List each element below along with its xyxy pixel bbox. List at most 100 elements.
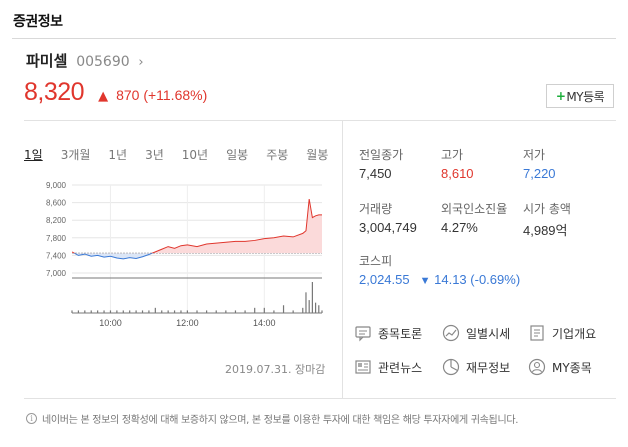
volume-bar [180, 310, 182, 313]
link-company-overview[interactable]: 기업개요 [527, 323, 596, 343]
volume-bar [161, 310, 163, 313]
price-change: 870 (+11.68%) [116, 87, 207, 103]
stat-label: 거래량 [359, 202, 393, 216]
panel-top-divider [24, 120, 616, 121]
chart-period-tabs: 1일 3개월 1년 3년 10년 일봉 주봉 월봉 [24, 146, 328, 163]
volume-bar [77, 310, 80, 313]
volume-bar [254, 307, 256, 313]
volume-bar [167, 310, 169, 313]
disclaimer-text: 네이버는 본 정보의 정확성에 대해 보증하지 않으며, 본 정보를 이용한 투… [42, 415, 519, 426]
volume-bar [305, 292, 307, 313]
stat-volume: 거래량 3,004,749 [359, 200, 417, 235]
tab-3y[interactable]: 3년 [145, 148, 164, 162]
link-my-stocks[interactable]: MY종목 [527, 357, 592, 377]
volume-bar [173, 310, 176, 313]
top-divider [12, 38, 616, 39]
tab-daily[interactable]: 일봉 [226, 148, 249, 162]
pie-icon [441, 357, 461, 377]
stat-prev-close: 전일종가 7,450 [359, 146, 403, 181]
stat-label: 외국인소진율 [441, 202, 508, 216]
stock-header[interactable]: 파미셀 005690 › [26, 50, 144, 71]
stat-label: 저가 [523, 148, 546, 162]
stat-value: 4.27% [441, 220, 478, 235]
stat-market-cap: 시가 총액 4,989억 [523, 200, 571, 239]
volume-bar [225, 310, 227, 313]
volume-bar [206, 310, 208, 313]
volume-bar [308, 300, 310, 313]
stat-foreign-ratio: 외국인소진율 4.27% [441, 200, 507, 235]
volume-bar [148, 310, 150, 313]
y-tick-label: 8,600 [46, 199, 67, 208]
tab-3m[interactable]: 3개월 [60, 148, 91, 162]
chart-icon [441, 323, 461, 343]
chevron-right-icon[interactable]: › [138, 55, 144, 70]
down-triangle-icon: ▼ [419, 275, 431, 287]
link-label: 기업개요 [552, 326, 597, 341]
volume-bar [109, 310, 112, 313]
area-above-reference [72, 199, 322, 254]
tab-10y[interactable]: 10년 [181, 148, 209, 162]
stock-name[interactable]: 파미셀 [26, 52, 68, 70]
link-daily-quotes[interactable]: 일별시세 [441, 323, 510, 343]
volume-bar [84, 310, 86, 313]
stock-code[interactable]: 005690 [76, 54, 130, 70]
news-icon [353, 357, 373, 377]
volume-bar [196, 310, 198, 313]
change-value: 870 [116, 87, 140, 103]
volume-bar [244, 310, 246, 313]
volume-bar [292, 310, 294, 313]
link-label: 종목토론 [378, 326, 423, 341]
kospi-change: 14.13 [434, 272, 467, 287]
stat-label: 시가 총액 [523, 202, 571, 216]
volume-bar [311, 282, 313, 313]
change-percent: (+11.68%) [143, 87, 208, 103]
plus-icon: + [555, 89, 566, 103]
link-financials[interactable]: 재무정보 [441, 357, 510, 377]
tab-weekly[interactable]: 주봉 [266, 148, 289, 162]
volume-bar [122, 310, 124, 313]
y-tick-label: 8,200 [46, 216, 67, 225]
y-tick-label: 9,000 [46, 181, 67, 190]
stat-value: 7,450 [359, 166, 392, 181]
panel-bottom-divider [24, 398, 616, 399]
volume-bar [282, 305, 285, 313]
link-discussion[interactable]: 종목토론 [353, 323, 422, 343]
volume-bar [186, 310, 188, 313]
stat-label: 코스피 [359, 254, 393, 268]
volume-bar [321, 310, 323, 313]
link-label: MY종목 [552, 360, 592, 375]
stat-label: 전일종가 [359, 148, 404, 162]
tab-1y[interactable]: 1년 [108, 148, 128, 162]
volume-bar [263, 307, 265, 313]
my-register-label: MY등록 [566, 89, 605, 104]
x-tick-label: 10:00 [99, 318, 122, 328]
volume-bar [318, 305, 320, 313]
document-icon [527, 323, 547, 343]
tab-1d[interactable]: 1일 [24, 148, 43, 162]
section-title: 증권정보 [13, 14, 63, 30]
stat-high: 고가 8,610 [441, 146, 474, 181]
stat-value: 3,004,749 [359, 220, 417, 235]
kospi-row: 2,024.55 ▼ 14.13 (-0.69%) [359, 272, 520, 287]
volume-bar [273, 310, 275, 313]
my-register-button[interactable]: + MY등록 [546, 84, 614, 108]
stat-value: 4,989억 [523, 223, 568, 238]
disclaimer: i 네이버는 본 정보의 정확성에 대해 보증하지 않으며, 본 정보를 이용한… [26, 411, 518, 426]
stat-kospi[interactable]: 코스피 2,024.55 ▼ 14.13 (-0.69%) [359, 252, 520, 287]
volume-bar [71, 310, 73, 313]
tab-monthly: 월봉 [306, 148, 329, 162]
volume-bar [154, 307, 156, 313]
area-below-reference [72, 253, 322, 259]
volume-bar [116, 310, 118, 313]
price-line-down [73, 253, 154, 260]
y-tick-label: 7,800 [46, 234, 67, 243]
link-related-news[interactable]: 관련뉴스 [353, 357, 422, 377]
panel-vertical-divider [342, 121, 343, 398]
y-tick-label: 7,400 [46, 251, 67, 260]
price-line-up [72, 198, 322, 254]
user-icon [527, 357, 547, 377]
volume-bar [103, 310, 105, 313]
y-tick-label: 7,000 [46, 269, 67, 278]
intraday-chart[interactable]: 9,000 8,600 8,200 7,800 7,400 7,000 10:00 12:00… [24, 170, 329, 335]
kospi-change-percent: (-0.69%) [470, 272, 521, 287]
